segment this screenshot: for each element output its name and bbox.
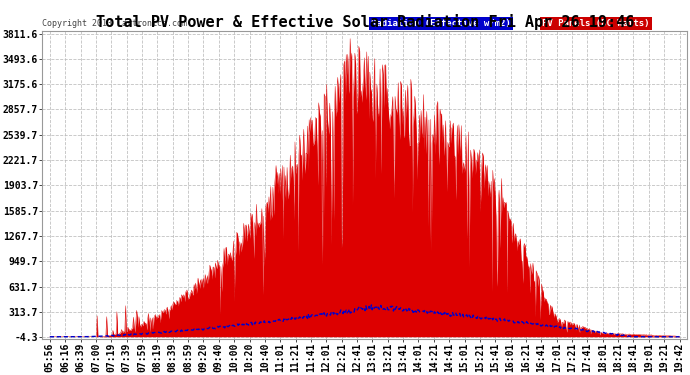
Text: Copyright 2013 Cartronics.com: Copyright 2013 Cartronics.com [42, 19, 187, 28]
Text: PV Panels (DC Watts): PV Panels (DC Watts) [542, 19, 649, 28]
Title: Total PV Power & Effective Solar Radiation Fri Apr 26 19:46: Total PV Power & Effective Solar Radiati… [95, 14, 634, 30]
Text: Radiation (Effective w/m2): Radiation (Effective w/m2) [371, 19, 511, 28]
